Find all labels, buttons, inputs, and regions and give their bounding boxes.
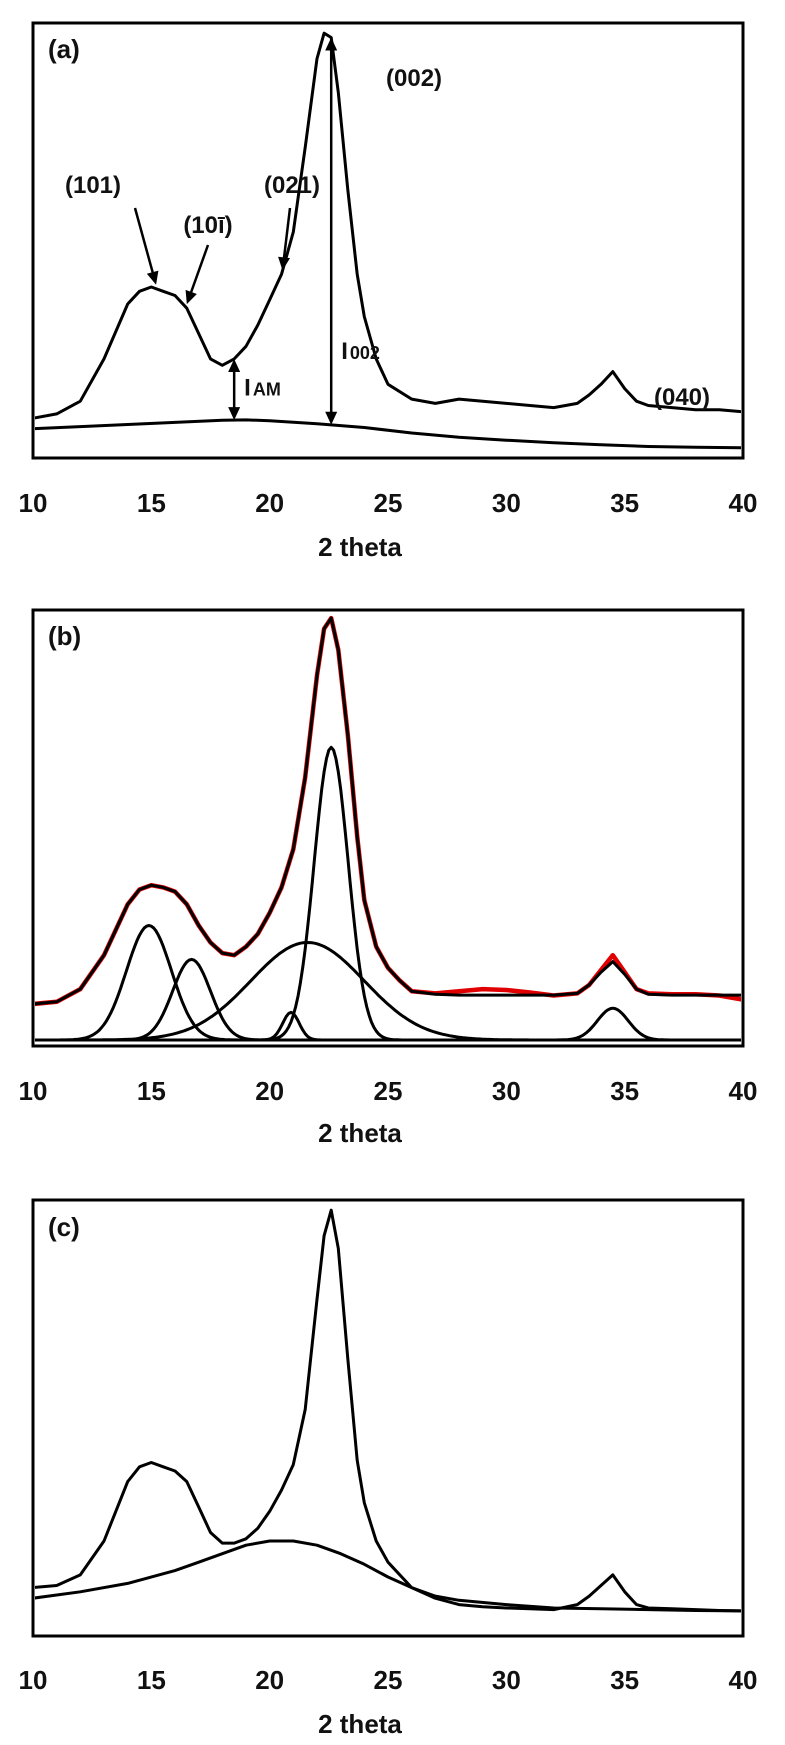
miller-index-arrow-shaft — [133, 207, 155, 276]
series-fit-envelope — [35, 616, 741, 1006]
plot-frame — [31, 21, 745, 460]
plot-frame — [31, 1198, 745, 1638]
miller-index-arrow-shaft — [282, 207, 292, 261]
intensity-arrow-head-bottom — [228, 407, 241, 421]
x-tick-label: 25 — [374, 1665, 403, 1695]
x-tick-label: 10 — [19, 488, 48, 518]
chart-panel-a: 10 15 20 25 30 35 40 2 theta (a) (101) (10ī) (021) (… — [19, 21, 758, 562]
x-tick-label: 20 — [255, 488, 284, 518]
x-tick-label: 30 — [492, 1665, 521, 1695]
x-tick-label: 25 — [374, 1076, 403, 1106]
x-tick-label: 10 — [19, 1665, 48, 1695]
miller-index-arrow-head — [146, 270, 159, 285]
chart-panel-c: 10 15 20 25 30 35 40 2 theta (c) — [19, 1198, 758, 1739]
x-tick-label: 10 — [19, 1076, 48, 1106]
series-diffractogram — [35, 31, 741, 420]
series-group — [35, 615, 741, 1042]
x-tick-label: 15 — [137, 1076, 166, 1106]
x-axis-label: 2 theta — [318, 1709, 402, 1739]
intensity-label-002: I 002 — [341, 338, 380, 365]
miller-index-label: (10ī) — [183, 212, 232, 239]
series-group — [35, 31, 741, 450]
panel-label: (a) — [48, 34, 80, 64]
chart-panel-b: 10 15 20 25 30 35 40 2 theta (b) — [19, 608, 758, 1148]
series-diffractogram — [35, 1208, 741, 1613]
plot-frame — [31, 608, 745, 1048]
miller-index-arrow-head — [278, 256, 291, 271]
x-tick-label: 15 — [137, 488, 166, 518]
x-tick-label: 35 — [610, 488, 639, 518]
x-tick-label: 35 — [610, 1076, 639, 1106]
series-component — [35, 745, 741, 1042]
x-tick-label: 30 — [492, 1076, 521, 1106]
panel-label: (c) — [48, 1212, 80, 1242]
miller-index-label: (040) — [654, 384, 710, 411]
series-component — [35, 1010, 741, 1042]
miller-index-arrow-shaft — [189, 244, 210, 296]
intensity-arrow-head-bottom — [325, 411, 338, 425]
intensity-arrow-head-top — [325, 37, 338, 51]
series-group — [35, 1208, 741, 1613]
miller-index-label: (002) — [386, 65, 442, 92]
x-tick-label: 35 — [610, 1665, 639, 1695]
series-component — [35, 924, 741, 1042]
x-tick-label: 30 — [492, 488, 521, 518]
x-tick-label: 20 — [255, 1076, 284, 1106]
miller-index-label: (021) — [264, 172, 320, 199]
series-measured — [35, 615, 741, 1007]
series-amorphous-baseline — [35, 418, 741, 450]
series-amorphous-baseline — [35, 1539, 741, 1613]
series-component — [35, 1006, 741, 1042]
x-tick-label: 15 — [137, 1665, 166, 1695]
x-tick-label: 20 — [255, 1665, 284, 1695]
miller-index-arrow-head — [185, 289, 197, 305]
x-tick-label: 40 — [729, 488, 758, 518]
x-axis-label: 2 theta — [318, 1118, 402, 1148]
series-component — [35, 957, 741, 1042]
x-tick-label: 40 — [729, 1665, 758, 1695]
miller-index-label: (101) — [65, 172, 121, 199]
panel-label: (b) — [48, 621, 81, 651]
x-axis-label: 2 theta — [318, 532, 402, 562]
intensity-arrow-head-top — [228, 358, 241, 372]
intensity-label-am: I AM — [244, 375, 281, 402]
x-tick-label: 25 — [374, 488, 403, 518]
x-tick-label: 40 — [729, 1076, 758, 1106]
